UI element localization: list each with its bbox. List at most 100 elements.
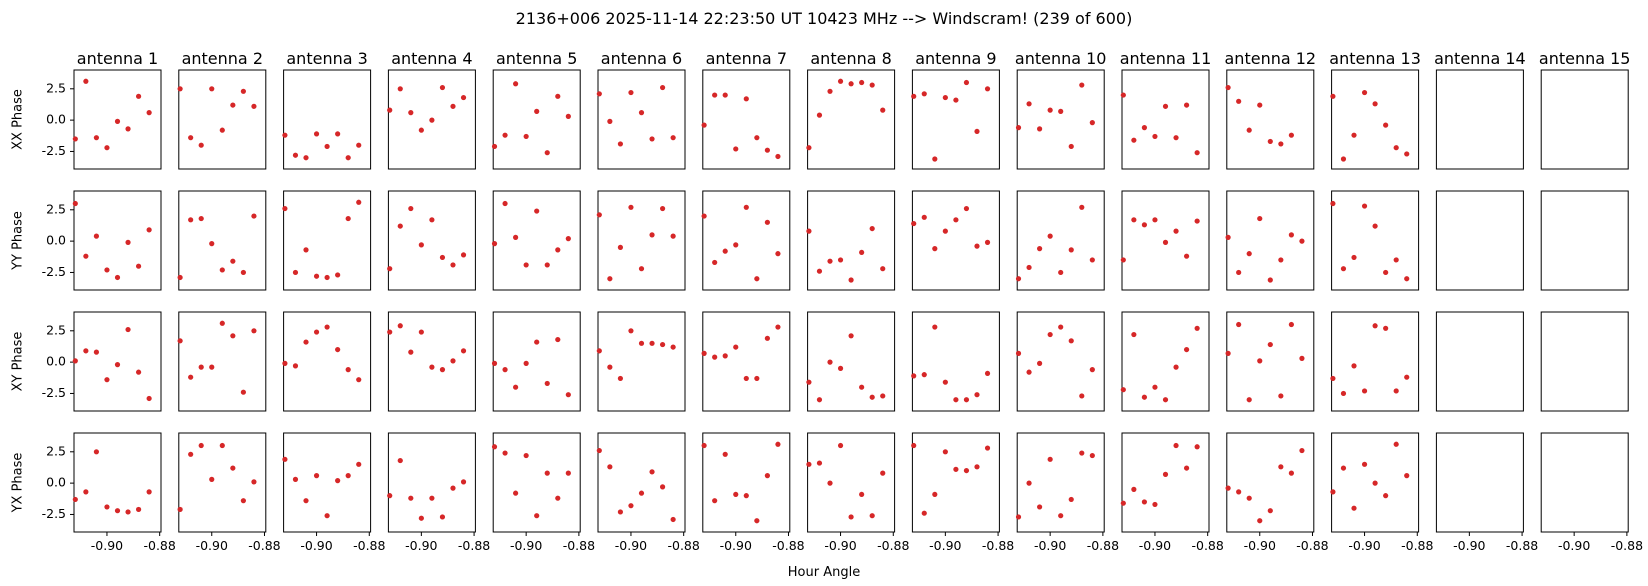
data-point (1267, 508, 1273, 514)
data-point (1351, 505, 1357, 511)
data-point (1152, 217, 1158, 223)
data-point (450, 103, 456, 109)
data-point (1299, 447, 1305, 454)
data-point (1131, 331, 1137, 338)
data-point (775, 251, 781, 257)
panel-title: antenna 10 (1015, 49, 1107, 68)
panel-title: antenna 7 (706, 49, 787, 68)
data-point (292, 152, 299, 158)
row-label: YY Phase (11, 211, 26, 271)
x-tick-label: -0.88 (1506, 538, 1538, 553)
data-point (491, 143, 498, 150)
panel-title: antenna 8 (810, 49, 891, 68)
data-point (397, 323, 403, 329)
data-point (544, 150, 550, 156)
panel-frame (702, 432, 791, 533)
panel-frame (702, 69, 791, 170)
data-point (1225, 350, 1231, 356)
data-point (313, 131, 320, 137)
data-point (712, 354, 718, 360)
data-point (146, 227, 152, 233)
data-point (638, 340, 645, 346)
data-point (502, 450, 508, 456)
data-point (345, 155, 351, 161)
data-point (659, 341, 666, 348)
data-point (114, 508, 121, 514)
y-tick-label: 0.0 (46, 475, 66, 490)
data-point (303, 155, 309, 161)
data-point (356, 142, 362, 148)
data-point (534, 108, 540, 114)
data-point (418, 515, 424, 521)
data-point (942, 379, 948, 385)
panel-grid: antenna 1 antenna 2 antenna 3 antenna 4 ante… (11, 49, 1644, 553)
panel-frame (911, 69, 1000, 170)
data-point (1393, 388, 1399, 394)
data-point (356, 199, 362, 205)
data-point (1026, 480, 1032, 486)
y-tick-label: 0.0 (46, 112, 66, 127)
data-point (324, 513, 330, 519)
data-point (104, 504, 110, 510)
data-point (764, 147, 770, 153)
panel-frame (178, 311, 267, 412)
panel-frame (1540, 69, 1629, 170)
data-point (1079, 82, 1085, 88)
data-point (984, 370, 991, 377)
data-point (209, 364, 215, 370)
data-point (1383, 269, 1389, 276)
data-point (1183, 346, 1190, 353)
data-point (219, 442, 225, 449)
data-point (1173, 135, 1179, 141)
y-tick-label: 2.5 (46, 443, 66, 458)
data-point (513, 490, 519, 496)
data-point (1183, 465, 1190, 471)
data-point (722, 248, 728, 254)
data-point (93, 135, 100, 141)
data-point (450, 485, 456, 491)
panel-frame (1540, 432, 1629, 533)
data-point (114, 118, 121, 124)
data-point (816, 268, 823, 274)
data-point (282, 132, 288, 138)
data-point (104, 377, 110, 383)
data-point (93, 449, 100, 455)
data-point (617, 141, 624, 147)
x-tick-label: -0.88 (668, 538, 700, 553)
data-point (1141, 125, 1148, 131)
data-point (1173, 442, 1179, 449)
data-point (240, 269, 246, 276)
data-point (555, 247, 561, 253)
data-point (837, 78, 844, 84)
data-point (754, 518, 760, 524)
data-point (880, 266, 886, 272)
data-point (429, 364, 435, 370)
panel-title: antenna 1 (77, 49, 158, 68)
panel-frame (1016, 311, 1105, 412)
panel-title: antenna 6 (601, 49, 682, 68)
data-point (806, 379, 812, 385)
data-point (93, 349, 100, 355)
panel-frame (1121, 69, 1210, 170)
data-point (837, 365, 844, 371)
panel-frame (178, 69, 267, 170)
panel-title: antenna 11 (1120, 49, 1212, 68)
panel-frame (1226, 432, 1315, 533)
data-point (460, 479, 467, 485)
data-point (670, 516, 676, 523)
data-point (1037, 504, 1043, 510)
panel-frame (1121, 432, 1210, 533)
data-point (942, 449, 948, 455)
data-point (1162, 239, 1169, 245)
data-point (1225, 485, 1231, 491)
data-point (418, 127, 424, 133)
data-point (282, 360, 288, 366)
data-point (596, 91, 602, 97)
panel-frame (911, 190, 1000, 291)
data-point (230, 333, 236, 339)
data-point (1037, 360, 1043, 366)
data-point (617, 509, 624, 515)
data-point (135, 369, 142, 375)
data-point (135, 263, 142, 269)
data-point (534, 208, 540, 214)
